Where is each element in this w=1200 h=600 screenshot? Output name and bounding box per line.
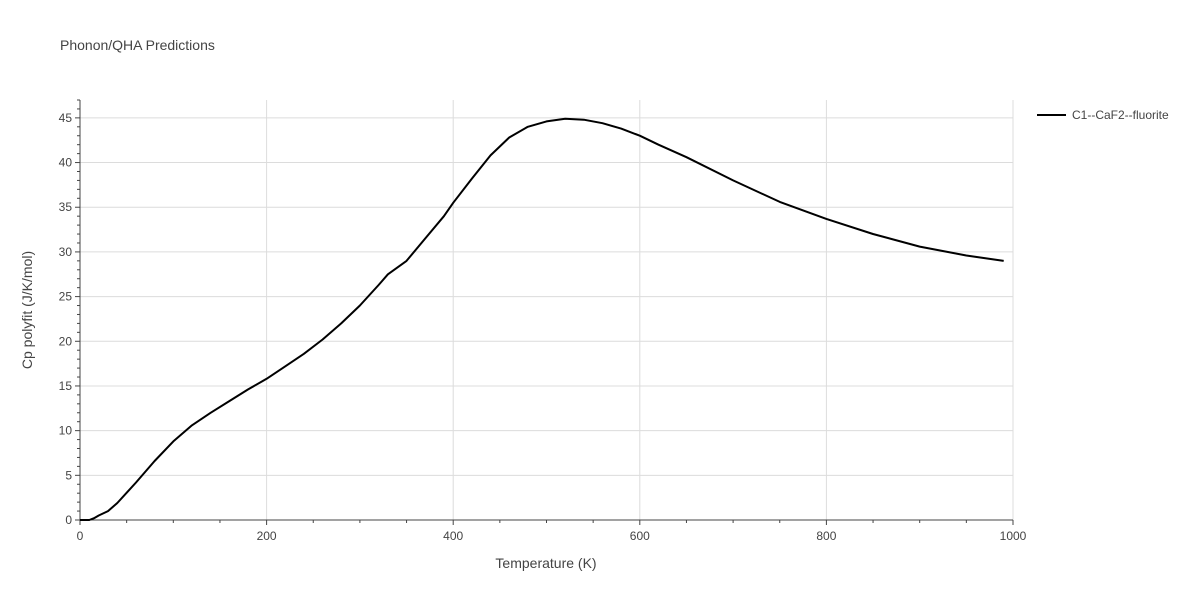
x-tick-label: 0 (77, 529, 84, 543)
x-tick-label: 200 (257, 529, 277, 543)
y-tick-label: 45 (59, 111, 73, 125)
grid (80, 100, 1014, 520)
y-tick-label: 40 (59, 156, 73, 170)
x-tick-label: 800 (816, 529, 836, 543)
y-tick-label: 5 (65, 468, 72, 482)
y-tick-label: 30 (59, 245, 73, 259)
x-tick-label: 1000 (1000, 529, 1027, 543)
legend-item-label: C1--CaF2--fluorite (1072, 108, 1169, 122)
plot-area (80, 117, 1004, 521)
x-tick-label: 600 (630, 529, 650, 543)
x-tick-label: 400 (443, 529, 463, 543)
y-tick-label: 15 (59, 379, 73, 393)
chart-title: Phonon/QHA Predictions (60, 37, 215, 53)
legend[interactable]: C1--CaF2--fluorite (1037, 108, 1169, 122)
y-tick-label: 0 (65, 513, 72, 527)
y-tick-label: 35 (59, 200, 73, 214)
axes: 0 200 400 600 800 1000 0 5 10 15 20 25 30 35 40 45 (59, 99, 1027, 543)
y-tick-label: 25 (59, 290, 73, 304)
series-line (80, 117, 1004, 521)
y-tick-label: 20 (59, 334, 73, 348)
y-axis-title: Cp polyfit (J/K/mol) (19, 251, 35, 369)
y-tick-label: 10 (59, 424, 73, 438)
x-axis-title: Temperature (K) (495, 555, 596, 571)
